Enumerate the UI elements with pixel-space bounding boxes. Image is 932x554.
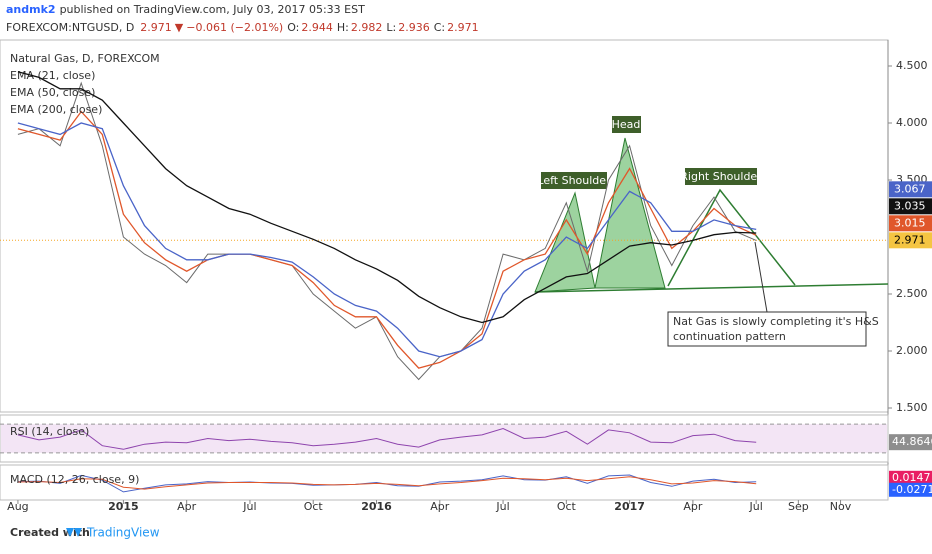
- macd-value-box: [889, 482, 932, 497]
- ohlc-label: H:: [337, 21, 349, 34]
- price-label: 3.035: [894, 199, 926, 212]
- macd-pane: [0, 464, 889, 501]
- ohlc-label: L:: [386, 21, 396, 34]
- x-tick-label: Sep: [788, 500, 809, 513]
- neckline: [534, 283, 889, 293]
- macd-value-box: [889, 470, 932, 485]
- macd-value: 0.0147: [892, 471, 931, 484]
- label-box: [612, 116, 641, 133]
- ohlc-label: O:: [287, 21, 299, 34]
- y-tick-label: 2.500: [896, 287, 928, 300]
- x-tick-label: 2015: [108, 500, 139, 513]
- ohlc-value: 2.982: [351, 21, 383, 34]
- series-line: [17, 71, 757, 324]
- price-label-box: [889, 198, 932, 215]
- author: andmk2: [6, 3, 56, 16]
- macd-title: MACD (12, 26, close, 9): [10, 473, 139, 486]
- x-tick-label: Apr: [430, 500, 450, 513]
- series-line: [17, 122, 757, 358]
- x-tick-label: Jul: [749, 500, 763, 513]
- price-label-box: [889, 232, 932, 249]
- x-tick-label: Jul: [242, 500, 256, 513]
- ohlc-value: 2.944: [301, 21, 333, 34]
- x-tick-label: Oct: [304, 500, 324, 513]
- published: published on TradingView.com, July 03, 2…: [60, 3, 366, 16]
- rsi-value: 44.8646: [892, 435, 932, 448]
- x-tick-label: 2016: [361, 500, 392, 513]
- footer-brand: TradingView: [86, 526, 160, 540]
- callout-text: Nat Gas is slowly completing it's H&S: [673, 315, 879, 328]
- callout-box: [667, 311, 867, 347]
- arrow: ▼: [175, 21, 184, 34]
- rsi-value-box: [889, 434, 932, 451]
- price-label: 3.067: [894, 182, 926, 195]
- legend-entry: EMA (50, close): [10, 86, 95, 99]
- change: −0.061 (−2.01%): [186, 21, 283, 34]
- left-shoulder-label: Left Shoulder: [537, 174, 611, 187]
- series-line: [17, 110, 757, 369]
- rsi-band: [1, 424, 887, 453]
- brand-logo: [66, 528, 82, 537]
- head-label: Head: [612, 118, 641, 131]
- x-tick-label: Apr: [177, 500, 197, 513]
- rsi-title: RSI (14, close): [10, 425, 89, 438]
- price-label: 2.971: [894, 233, 926, 246]
- callout-arrow: [754, 241, 768, 313]
- x-tick-label: Oct: [557, 500, 577, 513]
- callout-text: continuation pattern: [673, 330, 786, 343]
- label-box: [685, 168, 757, 185]
- right-shoulder-label: Right Shoulder: [680, 170, 762, 183]
- symbol-line: FOREXCOM:NTGUSD, D 2.971 ▼ −0.061 (−2.01%) O…: [6, 21, 479, 34]
- macd-line: [17, 476, 757, 490]
- symbol: FOREXCOM:NTGUSD, D: [6, 21, 134, 34]
- ohlc-value: 2.971: [447, 21, 479, 34]
- last: 2.971: [140, 21, 172, 34]
- price-label-box: [889, 215, 932, 232]
- y-tick-label: 4.500: [896, 59, 928, 72]
- price-label-box: [889, 181, 932, 198]
- y-tick-label: 2.000: [896, 344, 928, 357]
- legend-entry: EMA (21, close): [10, 69, 95, 82]
- x-tick-label: 2017: [614, 500, 645, 513]
- ohlc-label: C:: [434, 21, 445, 34]
- series-line: [17, 81, 757, 381]
- legend-entry: Natural Gas, D, FOREXCOM: [10, 52, 160, 65]
- header-line: andmk2 published on TradingView.com, July…: [6, 3, 365, 16]
- head-shape: [594, 137, 666, 289]
- ohlc-value: 2.936: [398, 21, 430, 34]
- right-shoulder-shape: [667, 188, 796, 287]
- x-tick-label: Aug: [7, 500, 28, 513]
- rsi-line: [17, 427, 757, 450]
- y-tick-label: 1.500: [896, 401, 928, 414]
- price-label: 3.015: [894, 216, 926, 229]
- macd-value: -0.0271: [892, 483, 932, 496]
- rsi-pane: [0, 414, 889, 463]
- x-tick-label: Nov: [830, 500, 852, 513]
- y-tick-label: 4.000: [896, 116, 928, 129]
- legend-entry: EMA (200, close): [10, 103, 102, 116]
- label-box: [541, 172, 607, 189]
- x-tick-label: Apr: [683, 500, 703, 513]
- x-tick-label: Jul: [495, 500, 509, 513]
